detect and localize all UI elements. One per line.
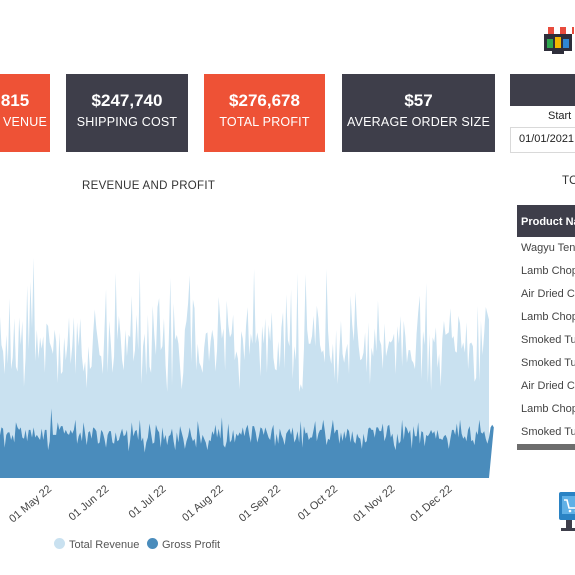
table-header-product-name[interactable]: Product Na — [517, 205, 575, 237]
start-date-label: Start — [548, 110, 572, 122]
cart-monitor-icon — [559, 492, 575, 531]
legend-label: Total Revenue — [69, 539, 140, 551]
x-tick-label: 01 Sep 22 — [237, 483, 283, 524]
kpi-label: AVERAGE ORDER SIZE — [347, 115, 490, 129]
table-row: Air Dried C — [521, 288, 575, 300]
table-row: Smoked Tu — [521, 426, 575, 438]
storefront-logo-icon — [542, 27, 574, 54]
table-title: TO — [562, 175, 575, 187]
x-tick-label: 01 Nov 22 — [351, 483, 397, 524]
kpi-value: $276,678 — [229, 91, 300, 110]
legend-label: Gross Profit — [162, 539, 221, 551]
x-tick-label: 01 Aug 22 — [180, 483, 226, 524]
kpi-value: $57 — [404, 91, 433, 110]
table-row: Smoked Tu — [521, 334, 575, 346]
table-row: Wagyu Ten — [521, 242, 575, 254]
kpi-card-total-profit: $276,678 TOTAL PROFIT — [204, 74, 325, 152]
legend-item-total-revenue[interactable]: Total Revenue — [54, 538, 139, 551]
kpi-value: 815 — [0, 91, 30, 110]
table-row: Lamb Chop — [521, 265, 575, 277]
kpi-value: $247,740 — [91, 91, 163, 110]
table-scrollbar[interactable] — [517, 444, 575, 450]
table-row: Lamb Chop — [521, 311, 575, 323]
x-tick-label: 01 Oct 22 — [296, 483, 340, 523]
kpi-label: SHIPPING COST — [76, 115, 178, 129]
table-row: Air Dried C — [521, 380, 575, 392]
start-date-input[interactable]: 01/01/2021 — [510, 127, 575, 153]
x-tick-label: 01 Dec 22 — [408, 483, 454, 524]
kpi-card-revenue: 815 VENUE — [0, 74, 50, 152]
table-row: Smoked Tu — [521, 357, 575, 369]
kpi-card-average-order-size: $57 AVERAGE ORDER SIZE — [342, 74, 495, 152]
kpi-card-shipping-cost: $247,740 SHIPPING COST — [66, 74, 188, 152]
legend-swatch-revenue — [54, 538, 65, 549]
x-tick-label: 01 Jul 22 — [127, 483, 169, 521]
filter-header — [510, 74, 575, 106]
kpi-label: TOTAL PROFIT — [219, 115, 310, 129]
x-tick-label: 01 May 22 — [7, 483, 54, 525]
kpi-label: VENUE — [2, 115, 48, 129]
area-series-0 — [0, 257, 489, 478]
area-series-1 — [0, 408, 494, 478]
chart-title: REVENUE AND PROFIT — [82, 180, 216, 192]
table-row: Lamb Chop — [521, 403, 575, 415]
x-tick-label: 01 Jun 22 — [67, 483, 112, 523]
legend-swatch-profit — [147, 538, 158, 549]
legend-item-gross-profit[interactable]: Gross Profit — [147, 538, 220, 551]
